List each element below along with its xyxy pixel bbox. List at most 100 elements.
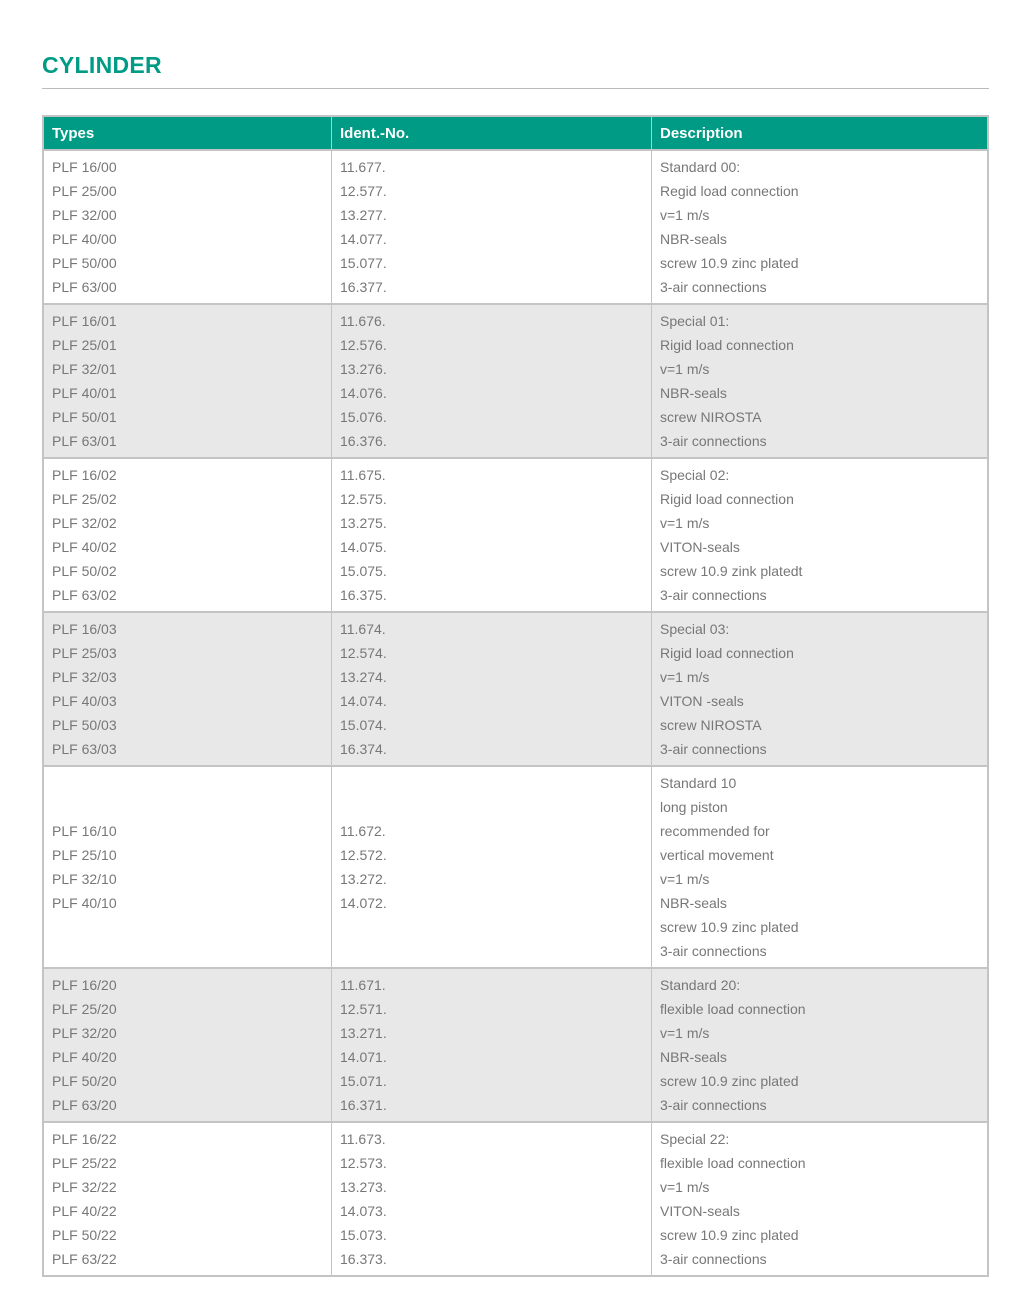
header-types: Types (43, 116, 332, 150)
description-line: screw 10.9 zinc plated (660, 919, 799, 935)
description-cell: Standard 00: Regid load connection v=1 m/s… (651, 149, 989, 304)
types-line: PLF 50/00 (52, 255, 117, 271)
types-line: PLF 32/01 (52, 361, 117, 377)
ident-no-line: 14.071. (340, 1049, 387, 1065)
description-cell: Standard 10 long piston recommended for ver… (651, 765, 989, 968)
table-row: PLF 16/10 PLF 25/10 PLF 32/10 PLF 40/10 11.6… (43, 765, 989, 968)
types-line: PLF 50/22 (52, 1227, 117, 1243)
ident-no-line: 11.672. (340, 823, 386, 839)
ident-no-line: 16.371. (340, 1097, 387, 1113)
ident-no-cell: 11.673. 12.573. 13.273. 14.073. 15.073. 16.37… (331, 1121, 652, 1276)
ident-no-cell: 11.672. 12.572. 13.272. 14.072. (331, 765, 652, 968)
description-line: Special 03: (660, 621, 730, 637)
ident-no-line: 12.574. (340, 645, 387, 661)
description-line: NBR-seals (660, 895, 727, 911)
description-line: screw NIROSTA (660, 409, 762, 425)
description-line: VITON-seals (660, 1203, 740, 1219)
description-line: NBR-seals (660, 385, 727, 401)
description-line: v=1 m/s (660, 669, 710, 685)
types-line: PLF 63/22 (52, 1251, 117, 1267)
description-line: Special 02: (660, 467, 730, 483)
types-cell: PLF 16/03 PLF 25/03 PLF 32/03 PLF 40/03 PLF … (43, 611, 332, 766)
ident-no-cell: 11.674. 12.574. 13.274. 14.074. 15.074. 16.37… (331, 611, 652, 766)
ident-no-line: 16.376. (340, 433, 387, 449)
description-line: 3-air connections (660, 943, 767, 959)
types-line: PLF 25/10 (52, 847, 117, 863)
types-cell: PLF 16/00 PLF 25/00 PLF 32/00 PLF 40/00 PLF … (43, 149, 332, 304)
ident-no-line: 11.677. (340, 159, 386, 175)
types-line: PLF 40/10 (52, 895, 117, 911)
types-line: PLF 63/03 (52, 741, 117, 757)
ident-no-line: 16.373. (340, 1251, 387, 1267)
types-cell: PLF 16/02 PLF 25/02 PLF 32/02 PLF 40/02 PLF … (43, 457, 332, 612)
types-line: PLF 16/00 (52, 159, 117, 175)
ident-no-line: 14.076. (340, 385, 387, 401)
types-line: PLF 40/22 (52, 1203, 117, 1219)
description-line: NBR-seals (660, 1049, 727, 1065)
description-line: v=1 m/s (660, 1025, 710, 1041)
description-cell: Special 22: flexible load connection v=1 m… (651, 1121, 989, 1276)
types-line: PLF 40/00 (52, 231, 117, 247)
description-line: 3-air connections (660, 587, 767, 603)
types-line: PLF 63/01 (52, 433, 117, 449)
types-line: PLF 63/02 (52, 587, 117, 603)
table-row: PLF 16/00 PLF 25/00 PLF 32/00 PLF 40/00 PLF … (43, 149, 989, 304)
ident-no-cell: 11.675. 12.575. 13.275. 14.075. 15.075. 16.37… (331, 457, 652, 612)
description-line: 3-air connections (660, 279, 767, 295)
description-line: NBR-seals (660, 231, 727, 247)
ident-no-line: 14.073. (340, 1203, 387, 1219)
types-cell: PLF 16/10 PLF 25/10 PLF 32/10 PLF 40/10 (43, 765, 332, 968)
ident-no-line: 15.077. (340, 255, 387, 271)
types-line: PLF 16/03 (52, 621, 117, 637)
description-line: screw NIROSTA (660, 717, 762, 733)
table-row: PLF 16/01 PLF 25/01 PLF 32/01 PLF 40/01 PLF … (43, 303, 989, 458)
title-divider (42, 88, 989, 89)
description-line: Standard 10 (660, 775, 737, 791)
ident-no-line: 12.575. (340, 491, 387, 507)
types-line: PLF 50/03 (52, 717, 117, 733)
description-line: Standard 20: (660, 977, 741, 993)
description-line: screw 10.9 zinc plated (660, 1073, 799, 1089)
ident-no-line: 11.673. (340, 1131, 386, 1147)
description-line: screw 10.9 zink platedt (660, 563, 803, 579)
header-description: Description (651, 116, 989, 150)
types-line: PLF 16/01 (52, 313, 117, 329)
ident-no-line: 16.377. (340, 279, 387, 295)
ident-no-line: 11.674. (340, 621, 386, 637)
description-line: screw 10.9 zinc plated (660, 255, 799, 271)
ident-no-line: 14.077. (340, 231, 387, 247)
ident-no-line: 12.576. (340, 337, 387, 353)
types-line: PLF 50/01 (52, 409, 117, 425)
ident-no-line: 16.375. (340, 587, 387, 603)
description-line: v=1 m/s (660, 361, 710, 377)
ident-no-line: 12.571. (340, 1001, 387, 1017)
ident-no-line: 13.273. (340, 1179, 387, 1195)
types-line: PLF 40/02 (52, 539, 117, 555)
table-row: PLF 16/03 PLF 25/03 PLF 32/03 PLF 40/03 PLF … (43, 611, 989, 766)
table-row: PLF 16/20 PLF 25/20 PLF 32/20 PLF 40/20 PLF … (43, 967, 989, 1122)
ident-no-line: 12.572. (340, 847, 387, 863)
description-cell: Special 02: Rigid load connection v=1 m/s V… (651, 457, 989, 612)
description-line: vertical movement (660, 847, 774, 863)
types-line: PLF 25/22 (52, 1155, 117, 1171)
types-line: PLF 32/20 (52, 1025, 117, 1041)
ident-no-line: 11.676. (340, 313, 386, 329)
description-line: 3-air connections (660, 433, 767, 449)
description-line: Special 22: (660, 1131, 730, 1147)
types-line: PLF 16/10 (52, 823, 117, 839)
header-ident-no: Ident.-No. (331, 116, 652, 150)
description-line: 3-air connections (660, 1097, 767, 1113)
types-line: PLF 40/03 (52, 693, 117, 709)
types-line: PLF 32/02 (52, 515, 117, 531)
description-cell: Standard 20: flexible load connection v=1 … (651, 967, 989, 1122)
ident-no-line: 15.075. (340, 563, 387, 579)
types-line: PLF 50/02 (52, 563, 117, 579)
types-line: PLF 16/20 (52, 977, 117, 993)
description-line: screw 10.9 zinc plated (660, 1227, 799, 1243)
types-line: PLF 40/20 (52, 1049, 117, 1065)
description-line: v=1 m/s (660, 207, 710, 223)
ident-no-line: 13.276. (340, 361, 387, 377)
description-line: Regid load connection (660, 183, 799, 199)
description-line: flexible load connection (660, 1155, 806, 1171)
ident-no-line: 14.075. (340, 539, 387, 555)
